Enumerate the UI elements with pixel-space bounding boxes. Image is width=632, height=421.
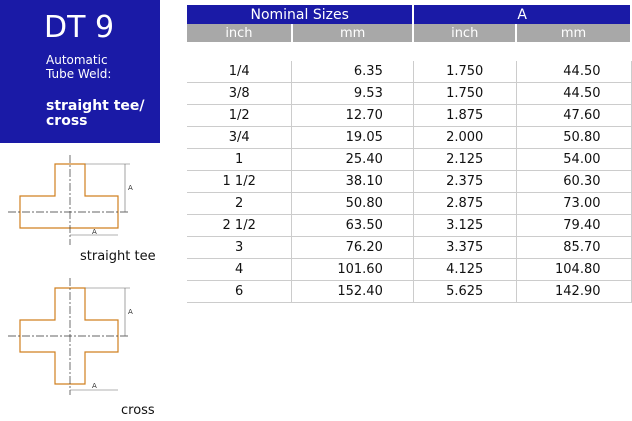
table-cell: 3.125 (413, 214, 517, 237)
product-code: DT 9 (44, 10, 115, 45)
center-line (8, 155, 130, 245)
column-header: inch (413, 24, 518, 42)
column-header: mm (291, 24, 415, 42)
dim-label: A (128, 184, 133, 192)
table-cell: 9.53 (291, 82, 414, 105)
table-cell: 1.750 (413, 82, 517, 105)
table-cell: 3/8 (187, 82, 293, 105)
table-cell: 50.80 (516, 126, 632, 149)
table-cell: 3.375 (413, 236, 517, 259)
table-row: 3 76.20 3.375 85.70 (187, 236, 632, 259)
dimension-line (70, 163, 130, 236)
column-header: inch (187, 24, 293, 42)
table-cell: 79.40 (516, 214, 632, 237)
table-cell: 12.70 (291, 104, 414, 127)
table-cell: 44.50 (516, 82, 632, 105)
dim-label: A (92, 382, 97, 390)
table-row: 2 1/2 63.50 3.125 79.40 (187, 214, 632, 237)
table-cell: 47.60 (516, 104, 632, 127)
dim-label: A (92, 228, 97, 236)
group-header: Nominal Sizes (187, 5, 415, 24)
table-cell: 25.40 (291, 148, 414, 171)
table-cell: 3/4 (187, 126, 293, 149)
table-cell: 4.125 (413, 258, 517, 281)
table-cell: 85.70 (516, 236, 632, 259)
table-cell: 38.10 (291, 170, 414, 193)
table-cell: 54.00 (516, 148, 632, 171)
table-row: 3/8 9.53 1.750 44.50 (187, 82, 632, 105)
table-cell: 6 (187, 280, 293, 303)
table-cell: 2 (187, 192, 293, 215)
table-cell: 104.80 (516, 258, 632, 281)
table-row: 1 1/2 38.10 2.375 60.30 (187, 170, 632, 193)
product-name: cross (46, 113, 88, 129)
group-header: A (413, 5, 632, 24)
table-cell: 73.00 (516, 192, 632, 215)
table-cell: 1.875 (413, 104, 517, 127)
table-cell: 2.000 (413, 126, 517, 149)
dim-label: A (128, 308, 133, 316)
size-table: Nominal Sizes A inch mm inch mm 1/4 6.35 1.… (187, 5, 632, 303)
center-line (8, 278, 130, 395)
table-cell: 101.60 (291, 258, 414, 281)
caption: straight tee (80, 249, 156, 264)
table-row: 3/4 19.05 2.000 50.80 (187, 126, 632, 149)
table-cell: 152.40 (291, 280, 414, 303)
table-cell: 2.125 (413, 148, 517, 171)
table-cell: 1/4 (187, 61, 293, 83)
table-row: 4 101.60 4.125 104.80 (187, 258, 632, 281)
title-badge: DT 9 Automatic Tube Weld: straight tee/ … (0, 0, 160, 143)
tee-outline (19, 163, 119, 229)
table-cell: 44.50 (516, 61, 632, 83)
table-cell: 6.35 (291, 61, 414, 83)
subtitle: Tube Weld: (46, 67, 112, 81)
column-header: mm (516, 24, 632, 42)
table-cell: 2.375 (413, 170, 517, 193)
table-cell: 2 1/2 (187, 214, 293, 237)
product-name: straight tee/ (46, 98, 145, 114)
table-cell: 1.750 (413, 61, 517, 83)
table-cell: 1 (187, 148, 293, 171)
table-row: 1 25.40 2.125 54.00 (187, 148, 632, 171)
table-cell: 142.90 (516, 280, 632, 303)
table-cell: 19.05 (291, 126, 414, 149)
subtitle: Automatic (46, 53, 108, 67)
table-cell: 1 1/2 (187, 170, 293, 193)
table-row: 1/2 12.70 1.875 47.60 (187, 104, 632, 127)
table-row: 6 152.40 5.625 142.90 (187, 280, 632, 303)
table-cell: 76.20 (291, 236, 414, 259)
dimension-line (70, 287, 130, 391)
table-row: 2 50.80 2.875 73.00 (187, 192, 632, 215)
table-cell: 63.50 (291, 214, 414, 237)
table-cell: 1/2 (187, 104, 293, 127)
cross-outline (19, 287, 119, 385)
table-cell: 4 (187, 258, 293, 281)
table-row: 1/4 6.35 1.750 44.50 (187, 61, 632, 83)
table-cell: 5.625 (413, 280, 517, 303)
table-cell: 3 (187, 236, 293, 259)
diagrams: A A A A (8, 155, 133, 395)
caption: cross (121, 403, 155, 418)
table-cell: 60.30 (516, 170, 632, 193)
table-cell: 2.875 (413, 192, 517, 215)
table-cell: 50.80 (291, 192, 414, 215)
